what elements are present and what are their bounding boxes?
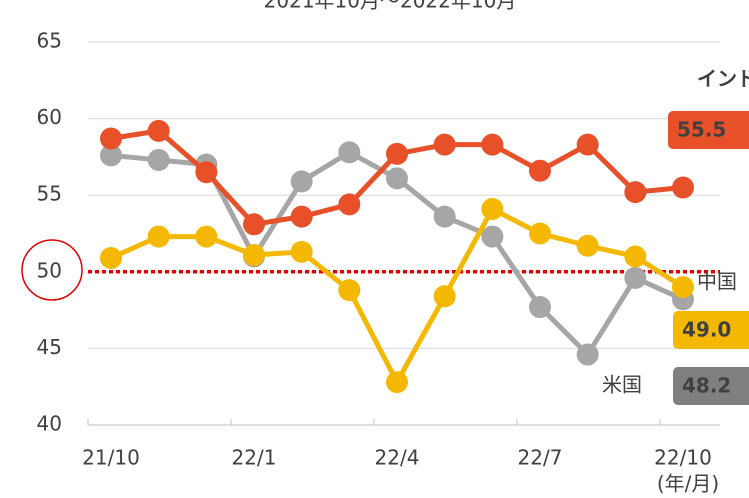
x-tick-label: 22/1 — [232, 446, 277, 470]
data-point — [290, 205, 313, 228]
data-point — [243, 243, 265, 266]
data-point — [147, 119, 170, 142]
chart-title: 2021年10月～2022年10月 — [264, 0, 517, 13]
data-point — [290, 170, 313, 193]
series-name: 中国 — [697, 270, 737, 294]
data-point — [100, 127, 122, 150]
data-point — [624, 266, 647, 289]
data-point — [481, 225, 504, 248]
data-point — [147, 225, 170, 248]
end-value-label: 48.2 — [682, 374, 731, 398]
y-tick-label: 50 — [37, 258, 62, 282]
data-point — [195, 161, 218, 184]
data-point — [195, 225, 218, 248]
data-point — [386, 371, 408, 394]
data-point — [624, 181, 647, 204]
data-point — [529, 222, 551, 245]
data-point — [147, 148, 170, 171]
y-tick-label: 45 — [37, 335, 62, 359]
series-name: インド — [697, 67, 749, 91]
data-point — [433, 285, 456, 308]
data-point — [100, 144, 122, 167]
data-point — [100, 247, 122, 270]
series-name: 米国 — [602, 373, 642, 397]
data-point — [624, 245, 647, 268]
data-point — [338, 193, 361, 216]
data-point — [433, 133, 456, 156]
data-point — [481, 197, 504, 220]
data-point — [386, 142, 408, 165]
y-tick-label: 65 — [37, 29, 62, 53]
data-point — [338, 279, 361, 302]
y-tick-label: 60 — [37, 105, 62, 129]
data-point — [672, 176, 694, 199]
end-value-label: 49.0 — [682, 318, 731, 342]
data-point — [338, 141, 361, 164]
end-value-label: 55.5 — [677, 118, 726, 142]
data-point — [529, 159, 551, 182]
label-box — [673, 367, 749, 405]
data-point — [290, 240, 313, 263]
x-tick-label: 21/10 — [82, 446, 140, 470]
data-point — [386, 167, 408, 190]
data-point — [529, 296, 551, 319]
y-tick-label: 55 — [37, 182, 62, 206]
x-tick-label: 22/10 — [654, 446, 712, 470]
y-tick-label: 40 — [37, 412, 62, 436]
x-axis-label: (年/月) — [657, 472, 719, 496]
data-point — [576, 234, 599, 257]
x-tick-label: 22/4 — [375, 446, 420, 470]
data-point — [433, 205, 456, 228]
data-point — [243, 213, 265, 236]
highlight-circle — [21, 239, 83, 301]
label-box — [673, 311, 749, 349]
data-point — [576, 343, 599, 366]
x-tick-label: 22/7 — [518, 446, 563, 470]
label-box — [668, 111, 749, 149]
data-point — [672, 276, 694, 299]
data-point — [576, 133, 599, 156]
data-point — [481, 133, 504, 156]
